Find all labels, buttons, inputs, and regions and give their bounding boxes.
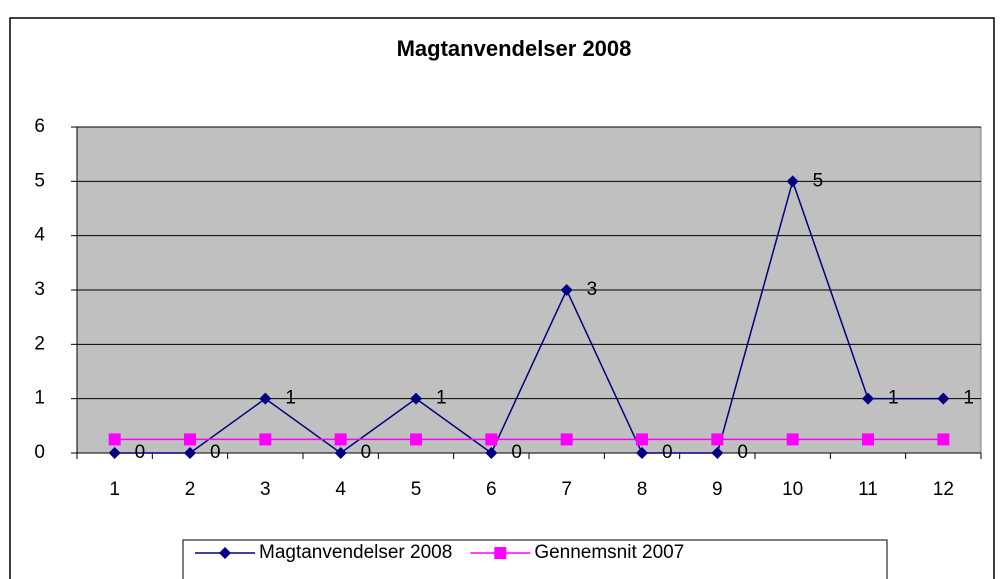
y-tick-label: 1 bbox=[34, 388, 45, 409]
data-label: 0 bbox=[210, 442, 221, 463]
point bbox=[259, 392, 272, 405]
y-tick-label: 0 bbox=[34, 442, 45, 463]
x-tick-label: 9 bbox=[712, 479, 723, 500]
data-label: 1 bbox=[963, 388, 974, 409]
point bbox=[937, 392, 950, 405]
data-label: 3 bbox=[587, 279, 598, 300]
point bbox=[108, 433, 121, 446]
y-tick-label: 2 bbox=[34, 333, 45, 354]
chart-title: Magtanvendelser 2008 bbox=[397, 36, 632, 61]
x-tick-label: 5 bbox=[411, 479, 422, 500]
point bbox=[786, 433, 799, 446]
point bbox=[485, 433, 498, 446]
y-tick-label: 6 bbox=[34, 116, 45, 137]
y-tick-label: 3 bbox=[34, 279, 45, 300]
x-tick-label: 8 bbox=[637, 479, 648, 500]
point bbox=[334, 447, 347, 459]
point bbox=[711, 433, 724, 446]
line bbox=[114, 178, 944, 455]
point bbox=[636, 447, 648, 459]
point bbox=[184, 447, 196, 459]
legend-label: Magtanvendelser 2008 bbox=[259, 542, 452, 563]
point bbox=[560, 433, 573, 446]
point bbox=[937, 433, 950, 446]
x-tick-label: 11 bbox=[858, 479, 878, 500]
x-tick-label: 12 bbox=[933, 479, 954, 500]
point bbox=[219, 547, 231, 559]
data-label: 5 bbox=[813, 170, 824, 191]
x-tick-label: 3 bbox=[260, 479, 271, 500]
point bbox=[711, 447, 724, 459]
point bbox=[410, 433, 422, 446]
x-tick-label: 1 bbox=[109, 479, 120, 500]
data-label: 0 bbox=[361, 442, 372, 463]
point bbox=[108, 447, 121, 459]
point bbox=[494, 547, 507, 559]
point bbox=[410, 392, 422, 405]
y-tick-label: 4 bbox=[34, 225, 45, 246]
data-label: 0 bbox=[662, 442, 673, 463]
data-label: 0 bbox=[135, 442, 146, 463]
legend-label: Gennemsnit 2007 bbox=[534, 542, 684, 563]
point bbox=[334, 433, 347, 446]
point bbox=[786, 175, 799, 188]
point bbox=[862, 433, 874, 446]
x-tick-label: 6 bbox=[486, 479, 497, 500]
y-tick-label: 5 bbox=[34, 170, 45, 191]
legend: Magtanvendelser 2008 Gennemsnit 2007 bbox=[182, 539, 888, 579]
point bbox=[636, 433, 648, 446]
data-label: 1 bbox=[888, 388, 899, 409]
x-tick-label: 2 bbox=[185, 479, 196, 500]
point bbox=[862, 392, 874, 405]
point bbox=[184, 433, 196, 446]
point bbox=[485, 447, 498, 459]
data-label: 1 bbox=[285, 388, 296, 409]
point bbox=[560, 284, 573, 296]
x-tick-label: 7 bbox=[561, 479, 572, 500]
data-label: 0 bbox=[511, 442, 522, 463]
point bbox=[259, 433, 272, 446]
x-tick-label: 10 bbox=[782, 479, 803, 500]
legend-box bbox=[182, 539, 888, 579]
data-label: 0 bbox=[737, 442, 748, 463]
x-tick-label: 4 bbox=[335, 479, 346, 500]
data-label: 1 bbox=[436, 388, 447, 409]
